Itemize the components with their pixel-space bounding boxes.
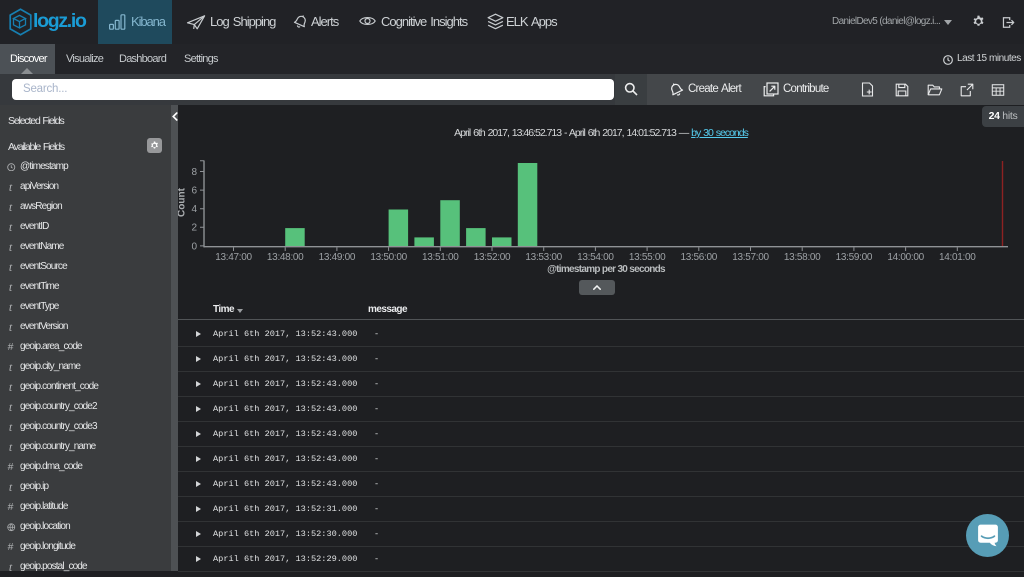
- svg-text:13:47:00: 13:47:00: [215, 252, 252, 263]
- svg-text:13:56:00: 13:56:00: [681, 252, 718, 263]
- svg-text:@timestamp per 30 seconds: @timestamp per 30 seconds: [547, 264, 666, 275]
- svg-text:2: 2: [191, 223, 197, 234]
- svg-text:14:00:00: 14:00:00: [887, 252, 924, 263]
- svg-text:13:50:00: 13:50:00: [370, 252, 407, 263]
- svg-text:8: 8: [191, 167, 197, 178]
- svg-text:0: 0: [191, 241, 197, 252]
- svg-text:13:54:00: 13:54:00: [577, 252, 614, 263]
- svg-text:13:58:00: 13:58:00: [784, 252, 821, 263]
- svg-text:13:52:00: 13:52:00: [474, 252, 511, 263]
- svg-text:14:01:00: 14:01:00: [939, 252, 976, 263]
- svg-text:13:59:00: 13:59:00: [836, 252, 873, 263]
- svg-text:13:49:00: 13:49:00: [319, 252, 356, 263]
- svg-text:13:55:00: 13:55:00: [629, 252, 666, 263]
- svg-text:13:57:00: 13:57:00: [732, 252, 769, 263]
- svg-text:13:53:00: 13:53:00: [525, 252, 562, 263]
- svg-text:4: 4: [191, 204, 197, 215]
- svg-text:6: 6: [191, 186, 197, 197]
- svg-text:Count: Count: [178, 187, 188, 217]
- svg-text:13:51:00: 13:51:00: [422, 252, 459, 263]
- svg-text:13:48:00: 13:48:00: [267, 252, 304, 263]
